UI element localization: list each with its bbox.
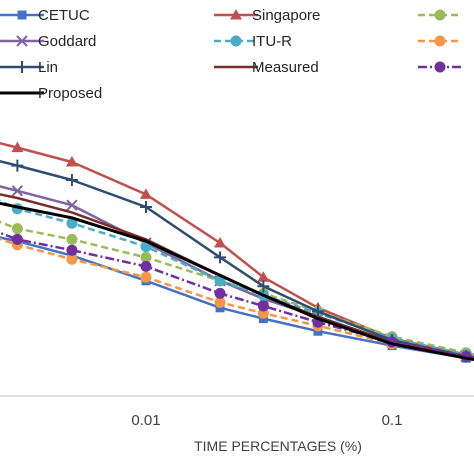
legend-item-lin-label: Lin [38,59,58,76]
series-measured-line [0,193,474,359]
series-unnamed-9-point-6 [257,300,269,312]
series-lin-point-2 [11,159,24,172]
series-lin-point-6 [257,280,270,293]
x-tick-label-0-1: 0.1 [382,412,403,429]
legend-item-unnamed-3-marker [434,9,446,21]
legend-item-cetuc: CETUC [0,7,90,24]
series-unnamed-6-point-4 [140,271,152,283]
legend-item-singapore-label: Singapore [252,7,320,24]
legend-item-unnamed-9-marker [434,61,446,73]
legend-item-cetuc-label: CETUC [38,7,90,24]
series-lin-point-3 [65,174,78,186]
legend-item-singapore: Singapore [214,7,320,24]
x-tick-labels: 0.01 0.1 [131,412,402,429]
series-unnamed-6-line [0,237,474,359]
legend-item-lin: Lin [0,59,58,76]
legend-item-cetuc-marker [17,10,27,20]
legend-item-itu-r-marker [230,35,242,47]
series-singapore-point-5 [214,237,227,248]
legend-item-unnamed-6 [418,35,462,47]
series-unnamed-9-point-3 [66,244,78,256]
series-proposed [0,201,474,362]
series-unnamed-3-line [0,220,474,356]
series-singapore-point-4 [140,188,152,199]
legend-item-singapore-marker [230,9,242,20]
legend-item-measured-label: Measured [252,59,319,76]
series-unnamed-9-point-2 [11,233,23,245]
legend-item-unnamed-6-marker [434,35,446,47]
series-itu-r-point-3 [66,217,78,229]
series-lin-point-5 [214,251,227,264]
legend-item-itu-r-label: ITU-R [252,33,292,50]
legend-item-goddard-label: Goddard [38,33,96,50]
legend-item-goddard-marker [16,35,28,47]
legend-item-unnamed-9 [418,61,462,73]
series-singapore-point-3 [65,156,78,167]
series-unnamed-3-point-2 [11,223,23,235]
series-lin-point-7 [311,305,324,318]
series-singapore-point-6 [257,271,270,282]
legend-item-goddard: Goddard [0,33,96,50]
x-tick-label-0-01: 0.01 [131,412,160,429]
legend-item-proposed-label: Proposed [38,85,102,102]
series-singapore-point-2 [11,141,24,153]
series-unnamed-3-point-3 [66,233,78,245]
series-proposed-line [0,201,474,362]
series-unnamed-3-point-4 [140,251,152,263]
series-goddard-point-3 [66,199,78,211]
legend-item-lin-marker [16,61,28,73]
legend-item-proposed: Proposed [0,85,102,102]
series-unnamed-9-point-5 [214,287,226,299]
series-itu-r-line [0,199,474,358]
legend-item-itu-r: ITU-R [214,33,292,50]
legend-item-measured: Measured [214,59,319,76]
series-unnamed-6-point-5 [214,296,226,308]
series-goddard-point-2 [11,185,24,197]
series-singapore-line [0,141,474,358]
legend-item-unnamed-3 [418,9,462,21]
series-unnamed-9-line [0,231,474,359]
x-axis-label: TIME PERCENTAGES (%) [194,438,362,454]
series-goddard [0,185,474,363]
legend: CETUC Singapore Goddard ITU-R Lin Measured Pro… [0,7,462,102]
series-unnamed-6-point-3 [66,253,78,265]
series-lin-point-4 [140,201,152,213]
series-measured [0,193,474,359]
series-unnamed-9-point-4 [140,260,152,272]
series-layer [0,141,474,363]
